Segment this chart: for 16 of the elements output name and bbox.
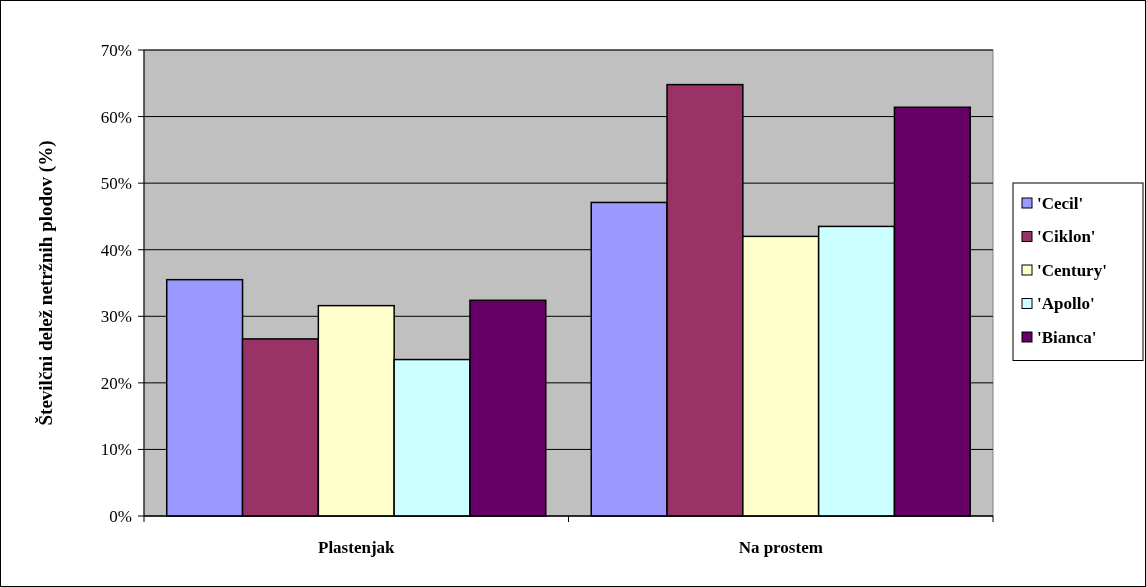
legend-label: 'Bianca' xyxy=(1037,327,1097,347)
y-tick-label: 0% xyxy=(109,506,132,526)
x-tick-label: Na prostem xyxy=(738,538,823,557)
y-tick-label: 50% xyxy=(100,174,132,194)
y-tick-label: 70% xyxy=(100,40,132,60)
y-tick-label: 20% xyxy=(100,373,132,393)
legend-label: 'Ciklon' xyxy=(1037,227,1096,247)
legend-label: 'Apollo' xyxy=(1037,294,1095,314)
y-axis-title: Številčni delež netržnih plodov (%) xyxy=(35,140,57,426)
y-tick-label: 40% xyxy=(100,240,132,260)
y-tick-label: 10% xyxy=(100,440,132,460)
legend-label: 'Cecil' xyxy=(1037,193,1084,213)
legend-label: 'Century' xyxy=(1037,260,1107,280)
x-tick-label: Plastenjak xyxy=(318,538,396,557)
y-tick-label: 60% xyxy=(100,107,132,127)
y-tick-label: 30% xyxy=(100,307,132,327)
